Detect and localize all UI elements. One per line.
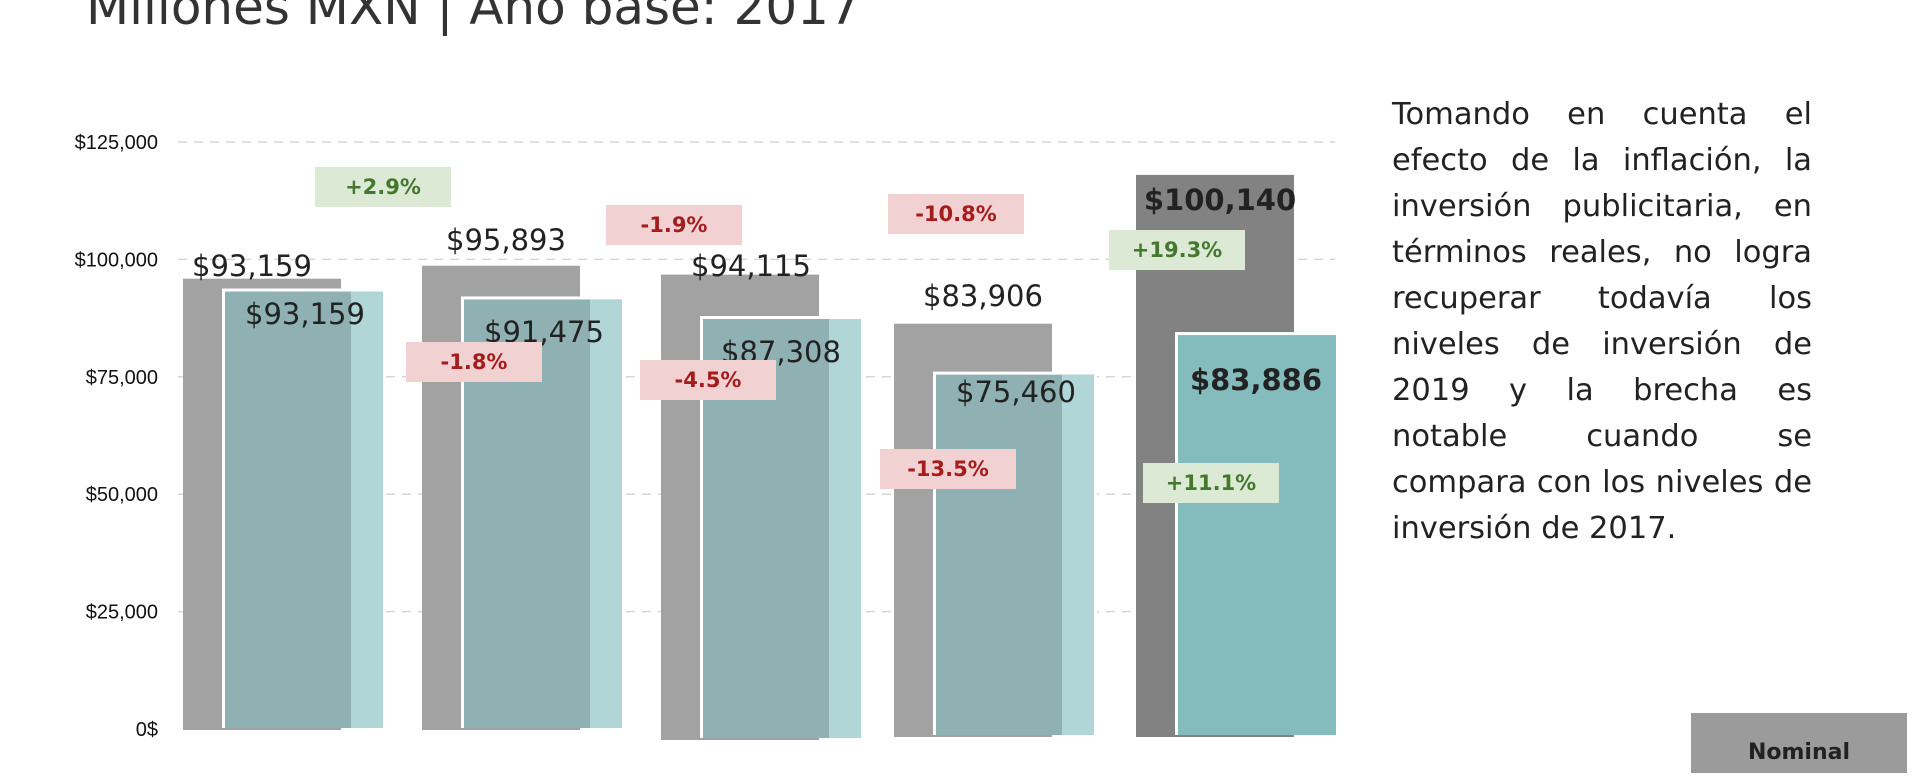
investment-bar-chart: 0$$25,000$50,000$75,000$100,000$125,000 …: [74, 132, 1339, 741]
nominal-change-badge: -10.8%: [915, 202, 997, 226]
nominal-change-badge: -1.9%: [641, 213, 708, 237]
chart-subtitle: Millones MXN | Año base: 2017: [86, 0, 861, 36]
real-change-badge-bg: [1143, 463, 1279, 503]
real-bar: [1178, 335, 1336, 735]
real-change-badge-bg: [640, 360, 776, 400]
real-bar-highlight: [351, 291, 383, 728]
real-change-badge-bg: [406, 342, 542, 382]
nominal-change-badge-bg: [888, 194, 1024, 234]
real-value-label: $75,460: [956, 375, 1076, 409]
real-change-badge: +11.1%: [1166, 471, 1256, 495]
y-tick-label: $75,000: [86, 367, 158, 389]
real-value-label: $93,159: [245, 297, 365, 331]
nominal-change-badge: +2.9%: [345, 175, 421, 199]
commentary-text: Tomando en cuenta el efecto de la inflac…: [1392, 97, 1812, 546]
y-tick-label: $25,000: [86, 602, 158, 624]
y-tick-label: 0$: [136, 719, 158, 741]
nominal-change-badge-bg: [1109, 230, 1245, 270]
real-bar-highlight: [1062, 374, 1094, 735]
real-change-badge-bg: [880, 449, 1016, 489]
nominal-value-label: $95,893: [446, 223, 566, 257]
real-change-badge: -13.5%: [907, 457, 989, 481]
nominal-change-badge: +19.3%: [1132, 238, 1222, 262]
real-value-label: $83,886: [1190, 363, 1322, 397]
real-change-badge: -4.5%: [675, 368, 742, 392]
y-tick-label: $100,000: [75, 249, 158, 271]
nominal-value-label: $100,140: [1144, 183, 1296, 217]
y-tick-label: $125,000: [75, 132, 158, 154]
nominal-value-label: $93,159: [192, 249, 312, 283]
bars-layer: [183, 174, 1339, 740]
real-bar-highlight: [590, 299, 622, 728]
nominal-value-label: $94,115: [691, 249, 811, 283]
labels-layer: $93,159 $95,893 $94,115 $83,906 $100,140 $93,…: [192, 183, 1322, 409]
nominal-change-badge-bg: [315, 167, 451, 207]
legend-nominal: Nominal: [1691, 713, 1907, 773]
changes-layer: +2.9% -1.9% -10.8% +19.3% -1.8% -4.5% -13.5% +1…: [315, 167, 1279, 503]
real-bar-highlight: [829, 319, 861, 738]
nominal-value-label: $83,906: [923, 279, 1043, 313]
y-tick-label: $50,000: [86, 484, 158, 506]
real-change-badge: -1.8%: [441, 350, 508, 374]
nominal-change-badge-bg: [606, 205, 742, 245]
